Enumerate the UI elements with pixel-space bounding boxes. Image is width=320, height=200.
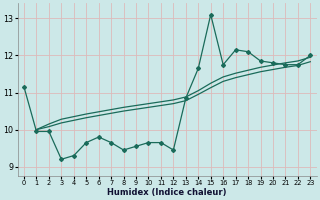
X-axis label: Humidex (Indice chaleur): Humidex (Indice chaleur) <box>108 188 227 197</box>
